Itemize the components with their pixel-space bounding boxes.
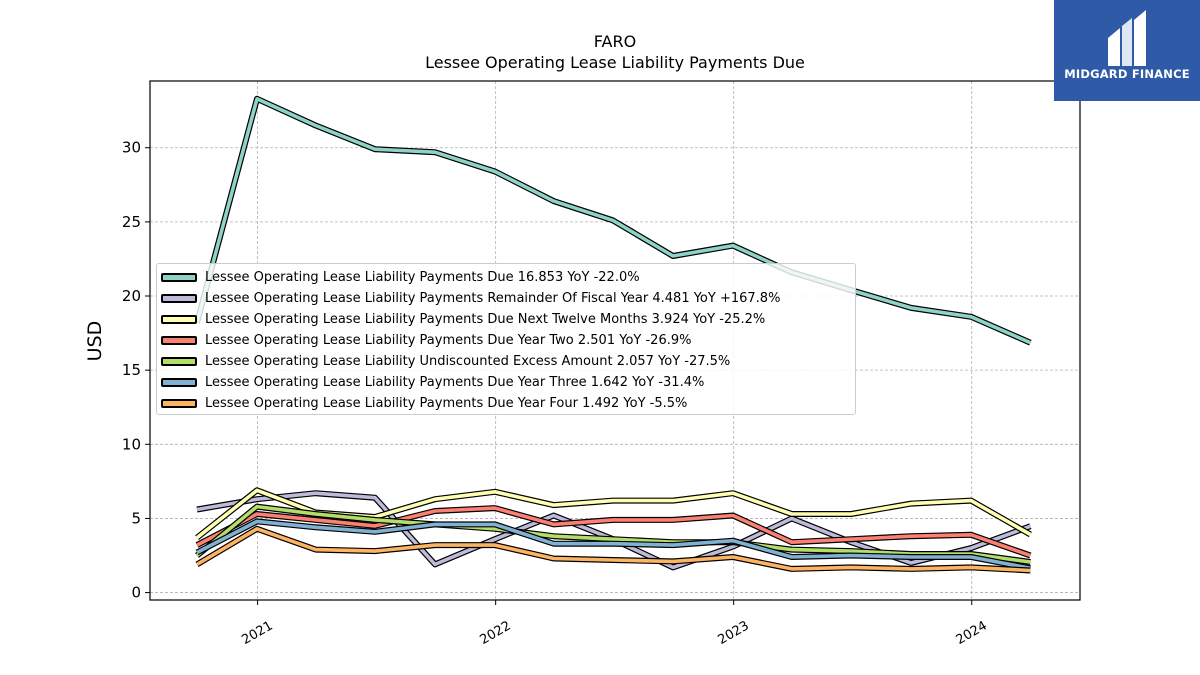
legend-label-1: Lessee Operating Lease Liability Payment… (205, 291, 781, 306)
legend-swatch-6 (161, 399, 197, 408)
legend-swatch-0 (161, 273, 197, 282)
legend-item-5: Lessee Operating Lease Liability Payment… (157, 372, 855, 393)
series-lines (194, 95, 1032, 574)
legend-item-6: Lessee Operating Lease Liability Payment… (157, 393, 855, 414)
legend-label-3: Lessee Operating Lease Liability Payment… (205, 333, 692, 348)
legend-item-0: Lessee Operating Lease Liability Payment… (157, 267, 855, 288)
chart-subtitle: FARO (594, 32, 636, 51)
series-line-3 (196, 506, 1031, 558)
series-line-4 (195, 504, 1031, 564)
series-line-5 (196, 519, 1031, 571)
legend-item-4: Lessee Operating Lease Liability Undisco… (157, 351, 855, 372)
series-5 (195, 518, 1031, 572)
logo-text: MIDGARD FINANCE (1064, 67, 1190, 81)
series-0 (194, 95, 1032, 346)
y-tick-label-2: 10 (122, 435, 141, 453)
x-tick-label-2: 2023 (716, 618, 752, 648)
x-tick-label-3: 2024 (954, 618, 990, 648)
legend-label-0: Lessee Operating Lease Liability Payment… (205, 270, 640, 285)
x-tick-label-0: 2021 (239, 618, 275, 648)
y-axis-ticks: 0 5 10 15 20 25 30 (122, 139, 150, 602)
series-6 (195, 525, 1031, 574)
y-tick-label-5: 25 (122, 213, 141, 231)
plot-frame (149, 80, 1081, 601)
legend-swatch-3 (161, 336, 197, 345)
legend-item-2: Lessee Operating Lease Liability Payment… (157, 309, 855, 330)
y-tick-label-4: 20 (122, 287, 141, 305)
x-axis-ticks: 2021 2022 2023 2024 (239, 600, 990, 648)
chart-title: Lessee Operating Lease Liability Payment… (425, 53, 805, 72)
legend-swatch-1 (161, 294, 197, 303)
legend-label-4: Lessee Operating Lease Liability Undisco… (205, 354, 731, 369)
midgard-finance-logo: MIDGARD FINANCE (1054, 0, 1200, 101)
legend-swatch-5 (161, 378, 197, 387)
legend-label-5: Lessee Operating Lease Liability Payment… (205, 375, 705, 390)
y-tick-label-0: 0 (131, 584, 141, 602)
y-tick-label-3: 15 (122, 361, 141, 379)
y-tick-label-1: 5 (131, 509, 141, 527)
legend-item-1: Lessee Operating Lease Liability Payment… (157, 288, 855, 309)
legend-label-2: Lessee Operating Lease Liability Payment… (205, 312, 766, 327)
legend-item-3: Lessee Operating Lease Liability Payment… (157, 330, 855, 351)
x-tick-label-1: 2022 (477, 618, 513, 648)
y-tick-label-6: 30 (122, 139, 141, 157)
legend-swatch-4 (161, 357, 197, 366)
y-axis-label: USD (84, 321, 106, 362)
legend-label-6: Lessee Operating Lease Liability Payment… (205, 396, 688, 411)
series-4 (195, 503, 1031, 565)
series-line-6 (196, 526, 1031, 573)
legend-swatch-2 (161, 315, 197, 324)
logo-mark-icon (1108, 10, 1146, 66)
series-line-0 (195, 97, 1032, 345)
series-3 (195, 505, 1032, 559)
legend: Lessee Operating Lease Liability Payment… (156, 263, 856, 415)
